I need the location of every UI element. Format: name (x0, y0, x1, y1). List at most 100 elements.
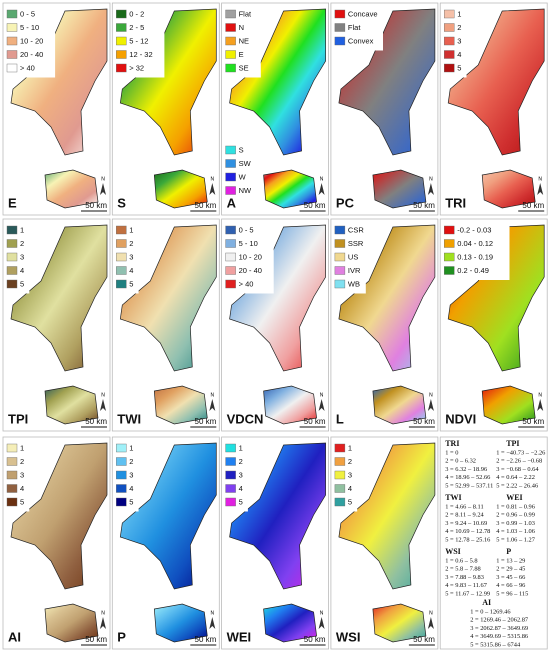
legend-label: 5 (129, 279, 133, 288)
legend-swatch (6, 50, 18, 59)
legend-swatch (334, 9, 346, 19)
map-inset (481, 169, 536, 209)
legend-swatch (6, 239, 18, 248)
scale-label: 50 km (304, 201, 326, 210)
map-area (119, 442, 217, 590)
legend-label: 0.04 - 0.12 (457, 239, 493, 248)
legend-label: 3 (20, 252, 24, 261)
definition-line: 5 = 1.06 – 1.27 (496, 536, 536, 543)
north-label: N (101, 392, 105, 398)
legend-swatch (225, 9, 236, 19)
definition-line: 2 = −2.26 – −0.68 (496, 458, 542, 465)
legend-swatch (334, 36, 346, 46)
legend-swatch (225, 159, 236, 168)
legend-label: > 40 (239, 279, 254, 288)
definition-line: 2 = 29 – 45 (496, 566, 525, 573)
legend-label: 2 (20, 239, 24, 248)
legend-label: 4 (20, 484, 24, 493)
north-label: N (101, 610, 105, 616)
definition-line: 5 = 2.22 – 26.46 (496, 482, 538, 489)
legend-swatch (6, 443, 18, 453)
legend-label: SE (239, 63, 249, 72)
legend-swatch (116, 36, 127, 46)
legend-label: 1 (20, 225, 24, 234)
definition-line: 2 = 0 – 6.32 (445, 458, 476, 465)
legend-swatch (116, 443, 127, 453)
scale-label: 50 km (304, 417, 326, 426)
north-arrow (427, 617, 434, 629)
definition-line: 1 = 0 (445, 449, 458, 456)
legend-label: SW (239, 159, 252, 168)
north-arrow (100, 399, 106, 411)
legend-label: 1 (348, 443, 352, 452)
legend-label: 5 - 10 (20, 23, 39, 32)
legend-swatch (6, 266, 18, 275)
legend-label: NE (239, 36, 249, 45)
map-area (119, 8, 217, 156)
legend-label: 5 - 12 (129, 36, 148, 45)
scale-label: 50 km (195, 635, 217, 644)
legend-label: -0.2 - 0.03 (457, 225, 491, 234)
definition-line: 5 = 52.99 – 537.11 (445, 482, 493, 489)
map-inset (372, 385, 427, 425)
legend-label: S (239, 145, 244, 154)
panel-label: TRI (445, 195, 466, 210)
legend-label: 3 (239, 470, 243, 479)
legend-swatch (116, 225, 127, 235)
legend-label: > 40 (20, 63, 35, 72)
legend-label: 1 (457, 9, 461, 18)
definition-title: P (506, 547, 511, 556)
map-area (447, 8, 545, 156)
legend-label: E (239, 50, 244, 59)
north-arrow (100, 617, 106, 629)
north-arrow (209, 183, 216, 195)
legend-swatch (116, 239, 127, 248)
map-panel: Flat N NE E SE S SW W NWA N 50 km (221, 2, 330, 216)
legend-swatch (116, 63, 127, 73)
panel-label: AI (8, 629, 21, 644)
legend-label: 1 (129, 225, 133, 234)
north-label: N (210, 610, 214, 616)
legend-label: 0 - 5 (20, 9, 35, 18)
panel-label: TPI (8, 411, 28, 426)
map-inset (263, 603, 317, 643)
legend-label: 5 (20, 279, 24, 288)
scale-label: 50 km (195, 201, 217, 210)
definition-line: 5 = 12.78 – 25.16 (445, 536, 490, 543)
definition-line: 4 = 9.83 – 11.67 (445, 582, 488, 589)
legend-swatch (334, 23, 346, 32)
legend-swatch (334, 484, 346, 493)
scale-label: 50 km (85, 417, 107, 426)
definition-line: 1 = 13 – 29 (496, 557, 525, 564)
legend-label: 5 (239, 497, 243, 506)
legend-swatch (116, 252, 127, 262)
map-inset (372, 169, 427, 209)
scale-label: 50 km (413, 635, 435, 644)
legend-label: Flat (239, 9, 252, 18)
legend-label: IVR (348, 266, 361, 275)
legend-swatch (225, 50, 236, 59)
legend-swatch (334, 457, 346, 466)
legend-label: 5 - 10 (239, 239, 258, 248)
map-area (338, 224, 436, 372)
legend-label: 5 (20, 497, 24, 506)
legend-label: 2 (239, 457, 243, 466)
map-area (229, 8, 326, 156)
legend-label: US (348, 252, 358, 261)
legend-swatch (6, 457, 18, 466)
north-label: N (320, 610, 324, 616)
definition-line: 2 = 1269.46 – 2062.87 (470, 617, 529, 624)
definition-title: TRI (445, 439, 459, 448)
definition-line: 5 = 5315.86 – 6744 (470, 641, 521, 648)
legend-label: 10 - 20 (20, 36, 43, 45)
legend-label: 0.13 - 0.19 (457, 252, 493, 261)
definition-line: 4 = 10.69 – 12.78 (445, 528, 490, 535)
legend-swatch (6, 497, 18, 507)
scale-label: 50 km (195, 417, 217, 426)
legend-swatch (444, 252, 455, 262)
map-panel: 1 2 3 4 5 TPI N 50 km (2, 218, 111, 432)
legend-swatch (444, 23, 455, 32)
legend-swatch (334, 279, 346, 289)
